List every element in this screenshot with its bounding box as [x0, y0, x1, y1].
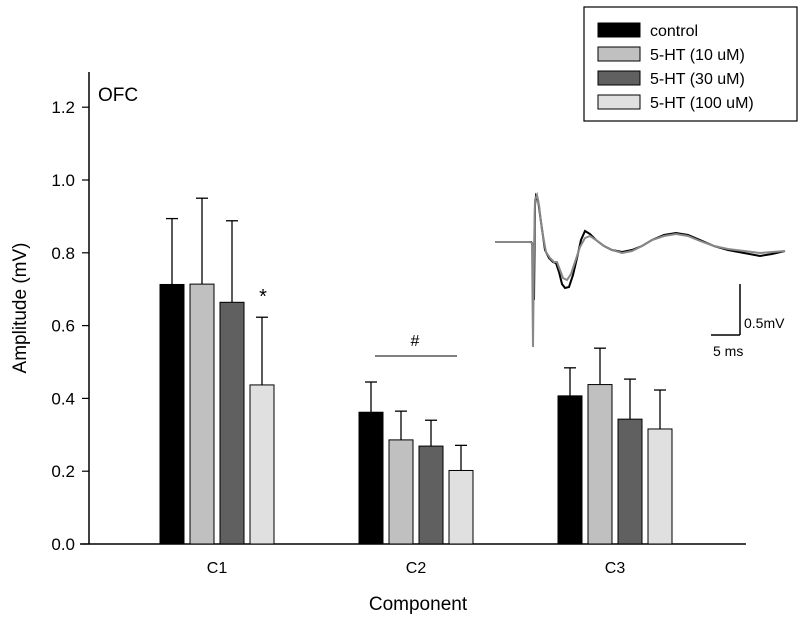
y-tick-label: 0.2 [51, 462, 75, 481]
voltage-scale-label: 0.5mV [744, 315, 785, 331]
bar [358, 411, 384, 545]
x-tick-label: C2 [406, 560, 427, 577]
bar [249, 384, 275, 545]
significance-star: * [259, 286, 267, 308]
x-axis-label: Component [369, 594, 468, 615]
bar [418, 445, 444, 545]
bar [557, 395, 583, 545]
bar [587, 384, 613, 545]
y-tick-label: 0.0 [51, 535, 75, 554]
trace-5ht [495, 191, 786, 348]
y-axis-label: Amplitude (mV) [10, 243, 31, 374]
legend-label: 5-HT (30 uM) [650, 71, 745, 88]
bar [448, 469, 474, 545]
legend: control 5-HT (10 uM) 5-HT (30 uM) 5-HT (100… [583, 6, 798, 122]
inset-waveform: 0.5mV 5 ms [495, 191, 786, 359]
y-tick-label: 1.0 [51, 171, 75, 190]
panel-title: OFC [98, 85, 138, 106]
legend-swatch [597, 70, 641, 86]
legend-swatch [597, 46, 641, 62]
y-tick-label: 0.6 [51, 317, 75, 336]
bar [219, 301, 245, 545]
significance-hash: # [411, 333, 420, 350]
legend-label: 5-HT (10 uM) [650, 47, 745, 64]
bar [388, 439, 414, 545]
y-tick-label: 1.2 [51, 98, 75, 117]
bar [647, 428, 673, 545]
time-scale-label: 5 ms [713, 343, 743, 359]
bar [159, 283, 185, 545]
legend-swatch [597, 22, 641, 38]
y-tick-label: 0.8 [51, 244, 75, 263]
legend-label: control [650, 23, 698, 40]
x-tick-label: C3 [605, 560, 626, 577]
bar [189, 283, 215, 545]
y-tick-label: 0.4 [51, 389, 75, 408]
x-tick-label: C1 [207, 560, 228, 577]
bar [617, 418, 643, 545]
legend-swatch [597, 94, 641, 110]
legend-label: 5-HT (100 uM) [650, 95, 754, 112]
